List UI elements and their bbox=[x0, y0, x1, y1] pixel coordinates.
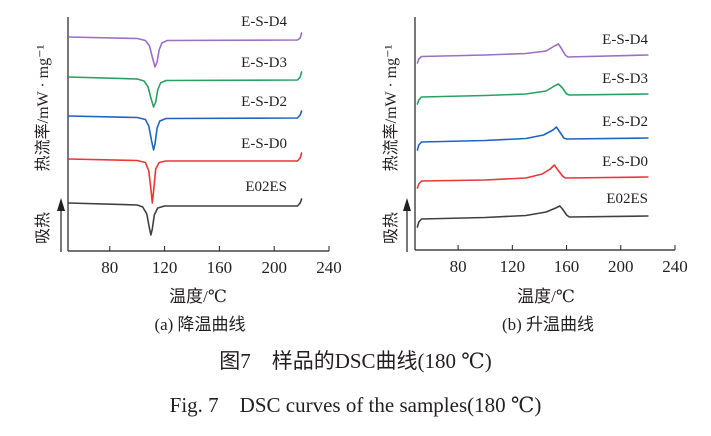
series-label: E-S-D4 bbox=[602, 32, 648, 48]
x-tick-label: 200 bbox=[608, 257, 634, 276]
caption-cn: 图7 样品的DSC曲线(180 ℃) bbox=[219, 349, 492, 373]
series-line-e-s-d4 bbox=[67, 32, 303, 68]
x-tick-label: 80 bbox=[101, 258, 118, 277]
series-label: E-S-D0 bbox=[602, 154, 648, 170]
series-line-e-s-d2 bbox=[67, 110, 303, 151]
x-tick-label: 160 bbox=[207, 258, 233, 277]
series-line-e-s-d2 bbox=[416, 126, 649, 151]
endothermic-label: 吸热 bbox=[382, 212, 400, 244]
x-tick-label: 120 bbox=[152, 258, 178, 277]
series-label: E02ES bbox=[606, 191, 648, 207]
series-label: E02ES bbox=[245, 179, 287, 195]
y-axis-label: 热流率/mW · mg⁻¹ bbox=[382, 44, 400, 171]
x-tick-label: 120 bbox=[500, 257, 526, 276]
chart-panel-a: 80 120 160 200 240 E-S-D4 E-S-D3 E-S-D2 E-S-D0 E0… bbox=[34, 14, 342, 277]
x-tick-label: 200 bbox=[261, 258, 287, 277]
series-label: E-S-D4 bbox=[241, 14, 287, 30]
endothermic-label: 吸热 bbox=[34, 212, 52, 244]
series-line-e-s-d3 bbox=[67, 71, 303, 108]
caption-en: Fig. 7 DSC curves of the samples(180 ℃) bbox=[169, 393, 542, 417]
series-line-e02es bbox=[416, 205, 649, 228]
x-tick-label: 240 bbox=[662, 257, 688, 276]
series-label: E-S-D3 bbox=[602, 71, 648, 87]
subtitle-a: (a) 降温曲线 bbox=[154, 315, 246, 334]
series-line-e-s-d4 bbox=[416, 43, 649, 64]
xlabel-a: 温度/℃ bbox=[169, 287, 227, 306]
y-axis-label: 热流率/mW · mg⁻¹ bbox=[34, 44, 52, 171]
x-tick-label: 80 bbox=[450, 257, 467, 276]
xlabel-b: 温度/℃ bbox=[517, 287, 575, 306]
series-label: E-S-D3 bbox=[241, 55, 287, 71]
series-label: E-S-D0 bbox=[241, 136, 287, 152]
arrow-up-icon bbox=[57, 198, 65, 211]
series-line-e-s-d3 bbox=[416, 83, 649, 105]
series-line-e-s-d0 bbox=[67, 152, 303, 204]
series-line-e-s-d0 bbox=[416, 164, 649, 189]
chart-panel-b: 80 120 160 200 240 E-S-D4 E-S-D3 E-S-D2 E-S-D0 E0… bbox=[382, 17, 688, 276]
series-label: E-S-D2 bbox=[602, 114, 648, 130]
x-tick-label: 160 bbox=[554, 257, 580, 276]
arrow-up-icon bbox=[403, 198, 411, 211]
subtitle-b: (b) 升温曲线 bbox=[501, 315, 595, 334]
x-tick-label: 240 bbox=[316, 258, 342, 277]
series-line-e02es bbox=[67, 198, 303, 236]
series-label: E-S-D2 bbox=[241, 94, 287, 110]
